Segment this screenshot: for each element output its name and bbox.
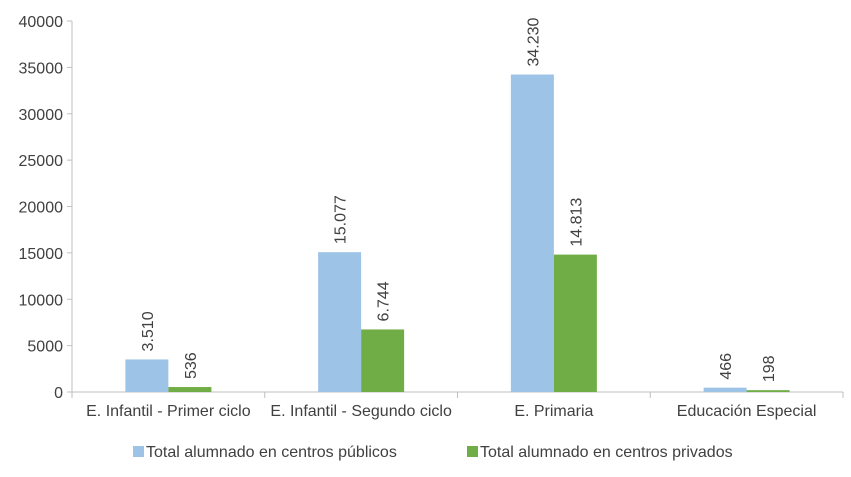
data-label: 466 xyxy=(718,353,735,380)
data-label: 34.230 xyxy=(525,17,542,66)
bar-privados xyxy=(746,390,790,392)
x-axis: E. Infantil - Primer ciclo E. Infantil - … xyxy=(71,391,844,420)
y-tick-label: 0 xyxy=(54,385,63,402)
bar-privados xyxy=(168,387,212,392)
bar-privados xyxy=(553,254,597,392)
x-category-label: E. Primaria xyxy=(514,403,593,420)
x-category-label: E. Infantil - Primer ciclo xyxy=(86,403,251,420)
bar-publicos xyxy=(125,359,169,392)
bar-publicos xyxy=(318,252,362,392)
legend-swatch xyxy=(133,446,144,457)
y-axis: 0 5000 10000 15000 20000 25000 30000 35000 40000 xyxy=(19,14,73,402)
y-tick-label: 25000 xyxy=(19,153,64,170)
bar-publicos xyxy=(510,74,554,392)
y-tick-label: 5000 xyxy=(27,339,63,356)
y-tick-label: 15000 xyxy=(19,246,64,263)
legend-label: Total alumnado en centros privados xyxy=(480,444,733,461)
y-tick-label: 30000 xyxy=(19,107,64,124)
y-tick-label: 10000 xyxy=(19,292,64,309)
legend: Total alumnado en centros públicos Total … xyxy=(133,444,733,461)
data-label: 15.077 xyxy=(333,195,350,244)
bars xyxy=(125,74,790,392)
data-label: 14.813 xyxy=(568,198,585,247)
y-tick-label: 20000 xyxy=(19,200,64,217)
y-tick-label: 35000 xyxy=(19,60,64,77)
y-tick-label: 40000 xyxy=(19,14,64,31)
data-label: 6.744 xyxy=(376,281,393,321)
legend-label: Total alumnado en centros públicos xyxy=(146,444,397,461)
x-category-label: Educación Especial xyxy=(677,403,817,420)
bar-privados xyxy=(361,329,405,392)
bar-publicos xyxy=(703,387,747,392)
legend-swatch xyxy=(467,446,478,457)
x-category-label: E. Infantil - Segundo ciclo xyxy=(270,403,452,420)
data-labels: 3.510 15.077 34.230 466 536 6.744 14.813 198 xyxy=(140,17,778,382)
data-label: 536 xyxy=(183,352,200,379)
data-label: 3.510 xyxy=(140,311,157,351)
data-label: 198 xyxy=(761,355,778,382)
